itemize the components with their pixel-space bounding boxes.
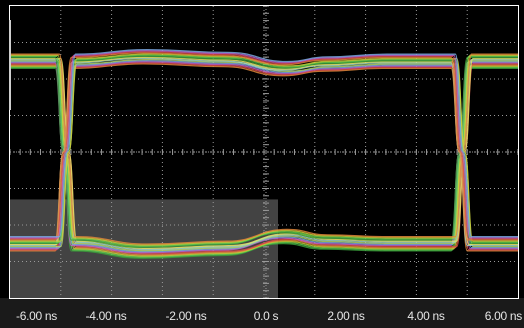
waveform-trace: [10, 51, 518, 240]
x-tick-label: 4.00 ns: [407, 309, 445, 323]
x-tick-label: -6.00 ns: [16, 309, 57, 323]
x-tick-label: -2.00 ns: [166, 309, 207, 323]
plot-frame: [9, 5, 519, 299]
waveform-trace: [10, 50, 518, 239]
x-tick-label: 2.00 ns: [327, 309, 365, 323]
waveform-trace: [9, 48, 518, 238]
x-axis-label-bar: [0, 298, 524, 328]
waveform-traces: [9, 48, 519, 259]
waveform-trace: [10, 52, 518, 241]
x-tick-label: -4.00 ns: [86, 309, 127, 323]
x-axis-tick-labels: -6.00 ns -4.00 ns -2.00 ns 0.0 s 2.00 ns 4.00…: [16, 309, 523, 323]
x-tick-label: 0.0 s: [254, 309, 279, 323]
x-tick-label: 6.00 ns: [485, 309, 523, 323]
waveform-trace: [9, 53, 518, 242]
